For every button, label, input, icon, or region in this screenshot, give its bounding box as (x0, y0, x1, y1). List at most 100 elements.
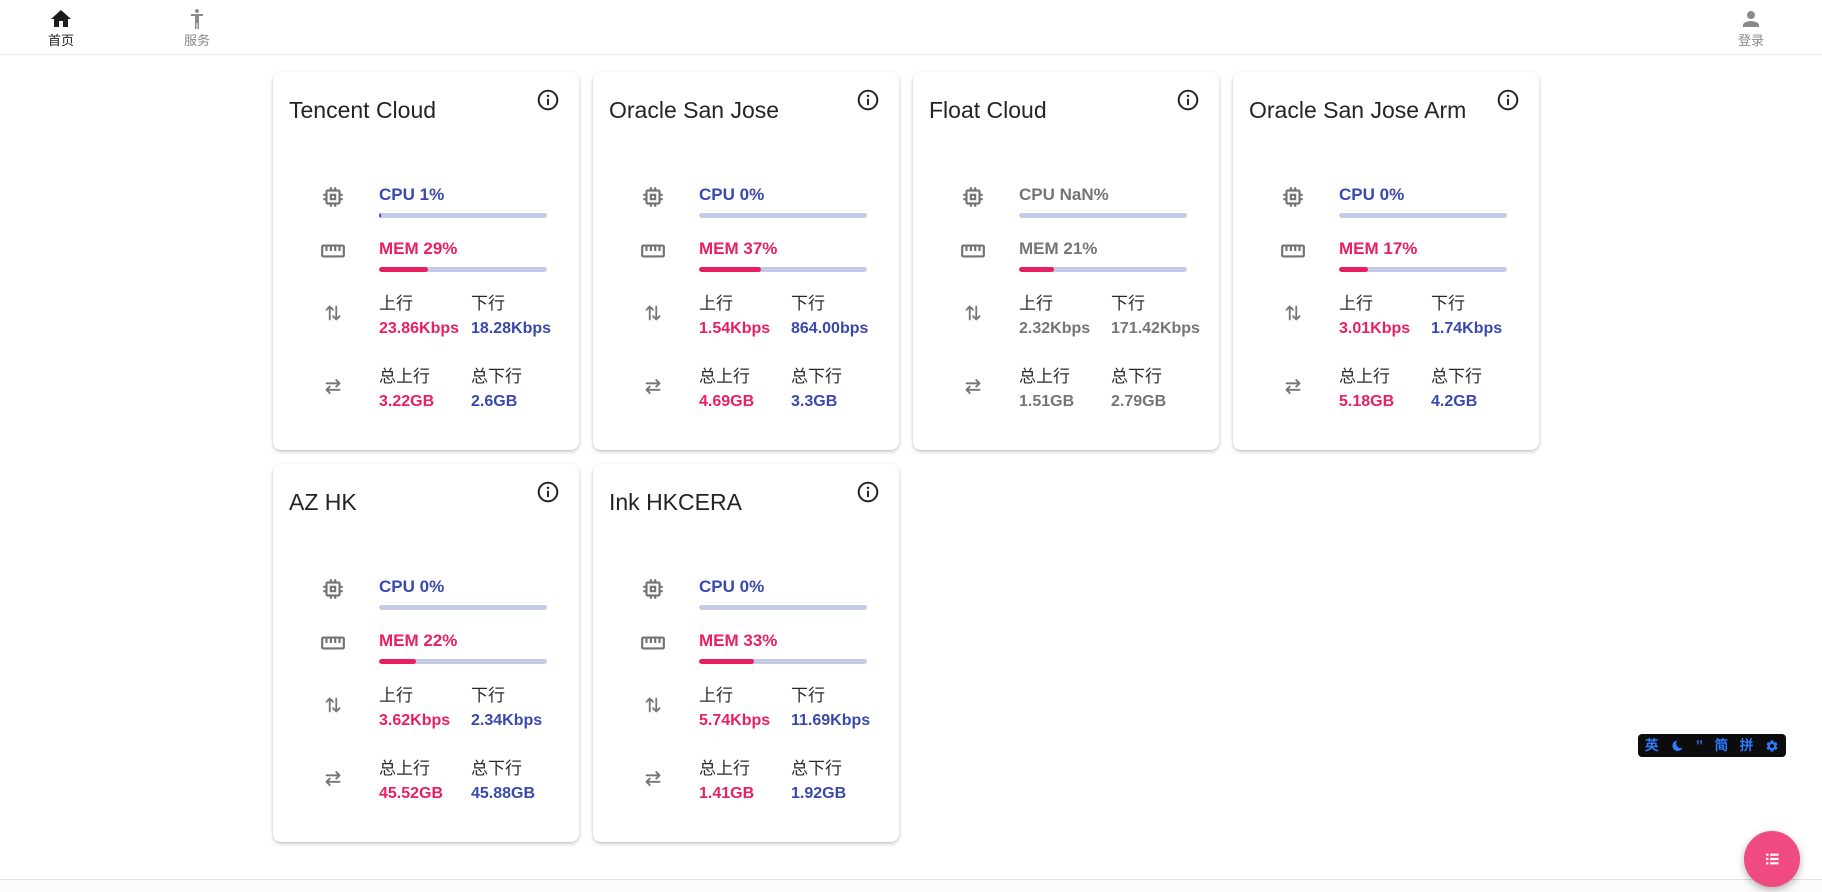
info-icon (1497, 89, 1519, 111)
mem-bar-fill (699, 267, 762, 272)
up-down-arrows-icon (1285, 305, 1301, 321)
total-upload-value: 45.52GB (379, 785, 444, 802)
upload-speed: 上行 23.86Kbps (379, 292, 471, 340)
account-icon (1743, 11, 1759, 27)
download-speed: 下行 864.00bps (791, 292, 883, 340)
total-download-value: 3.3GB (791, 393, 838, 410)
ime-simplified-toggle[interactable]: 简 (1714, 737, 1729, 753)
cpu-progress-bar (379, 213, 547, 218)
info-button[interactable] (535, 87, 561, 113)
nav-home-label: 首页 (47, 33, 74, 48)
server-name: Oracle San Jose Arm (1249, 97, 1467, 123)
upload-value: 3.62Kbps (379, 712, 451, 729)
total-upload-value: 1.51GB (1019, 393, 1075, 410)
cpu-progress-bar (1019, 213, 1187, 218)
upload-label: 上行 (699, 686, 733, 705)
cpu-row: CPU NaN% (929, 184, 1203, 218)
cpu-icon-cell (929, 184, 1019, 218)
cpu-row: CPU 0% (289, 576, 563, 610)
mem-bar-fill (379, 659, 416, 664)
download-label: 下行 (791, 686, 825, 705)
total-download-label: 总下行 (791, 367, 842, 386)
mem-bar-fill (1019, 267, 1055, 272)
nav-service-label: 服务 (183, 33, 210, 48)
server-list-fab[interactable] (1744, 831, 1800, 887)
total-download-value: 2.6GB (471, 393, 518, 410)
total-upload-value: 1.41GB (699, 785, 755, 802)
upload-value: 1.54Kbps (699, 320, 771, 337)
list-icon (1766, 853, 1779, 865)
server-name: Tencent Cloud (289, 97, 437, 123)
download-speed: 下行 18.28Kbps (471, 292, 563, 340)
mem-row: MEM 37% (609, 238, 883, 272)
mem-bar-fill (699, 659, 755, 664)
cpu-icon-cell (609, 184, 699, 218)
total-download: 总下行 2.79GB (1111, 365, 1203, 413)
ime-language-toggle[interactable]: 英 (1645, 737, 1659, 753)
mem-icon-cell (609, 238, 699, 272)
speed-icon-cell (609, 292, 699, 340)
info-button[interactable] (855, 87, 881, 113)
info-button[interactable] (1495, 87, 1521, 113)
nav-item-login[interactable]: 登录 (1728, 7, 1774, 47)
nav-item-home[interactable]: 首页 (38, 7, 84, 47)
server-cards-grid: Tencent Cloud CPU 1% (273, 72, 1540, 842)
ime-pinyin-toggle[interactable]: 拼 (1739, 737, 1754, 753)
mem-usage-label: MEM 37% (699, 239, 778, 258)
total-download-label: 总下行 (1111, 367, 1162, 386)
total-download-label: 总下行 (471, 367, 522, 386)
cpu-progress-bar (379, 605, 547, 610)
memory-ruler-icon (1281, 244, 1305, 258)
total-download-label: 总下行 (791, 759, 842, 778)
mem-usage-label: MEM 21% (1019, 239, 1098, 258)
speed-icon-cell (929, 292, 1019, 340)
mem-row: MEM 21% (929, 238, 1203, 272)
total-icon-cell (609, 757, 699, 805)
download-value: 11.69Kbps (791, 712, 871, 729)
cpu-progress-bar (1339, 213, 1507, 218)
total-upload-value: 3.22GB (379, 393, 435, 410)
cpu-row: CPU 1% (289, 184, 563, 218)
speed-icon-cell (289, 292, 379, 340)
mem-icon-cell (1249, 238, 1339, 272)
speed-row: 上行 2.32Kbps 下行 171.42Kbps (929, 292, 1203, 340)
left-right-arrows-icon (325, 379, 341, 394)
gear-icon[interactable] (1765, 739, 1779, 753)
server-stats: CPU 0% MEM 22% (289, 576, 563, 805)
total-download-label: 总下行 (471, 759, 522, 778)
ime-punctuation-toggle[interactable]: ’’ (1695, 737, 1703, 753)
cpu-chip-icon (1283, 187, 1303, 207)
info-icon (857, 89, 879, 111)
server-name: Ink HKCERA (609, 489, 742, 515)
download-speed: 下行 2.34Kbps (471, 684, 563, 732)
info-button[interactable] (855, 479, 881, 505)
total-download-label: 总下行 (1431, 367, 1482, 386)
info-button[interactable] (1175, 87, 1201, 113)
info-button[interactable] (535, 479, 561, 505)
cpu-bar-fill (379, 213, 381, 218)
moon-icon[interactable] (1670, 739, 1684, 753)
total-download: 总下行 2.6GB (471, 365, 563, 413)
mem-bar-fill (1339, 267, 1368, 272)
cpu-usage-label: CPU NaN% (1019, 185, 1109, 204)
memory-ruler-icon (961, 244, 985, 258)
total-upload-label: 总上行 (379, 759, 430, 778)
server-name: Float Cloud (929, 97, 1047, 123)
mem-icon-cell (289, 630, 379, 664)
info-icon (1177, 89, 1199, 111)
cpu-icon-cell (1249, 184, 1339, 218)
up-down-arrows-icon (645, 697, 661, 713)
upload-label: 上行 (379, 294, 413, 313)
total-upload: 总上行 1.41GB (699, 757, 791, 805)
total-row: 总上行 1.41GB 总下行 1.92GB (609, 757, 883, 805)
total-icon-cell (289, 365, 379, 413)
upload-speed: 上行 2.32Kbps (1019, 292, 1111, 340)
up-down-arrows-icon (325, 697, 341, 713)
mem-row: MEM 22% (289, 630, 563, 664)
download-value: 864.00bps (791, 320, 869, 337)
mem-progress-bar (699, 267, 867, 272)
nav-item-service[interactable]: 服务 (174, 7, 220, 47)
server-stats: CPU 0% MEM 17% (1249, 184, 1523, 413)
server-card: Float Cloud CPU NaN% (913, 72, 1219, 450)
total-upload: 总上行 4.69GB (699, 365, 791, 413)
